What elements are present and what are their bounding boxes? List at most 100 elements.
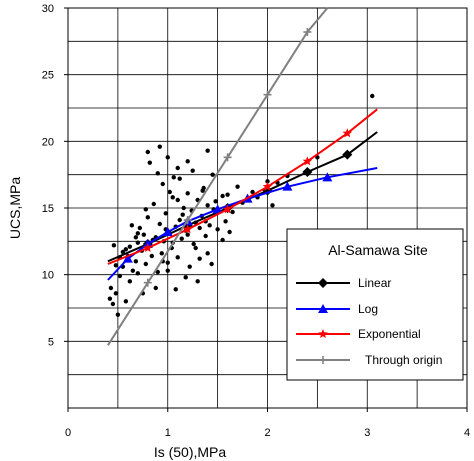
legend-marker [318,329,328,338]
legend-label: Log [358,302,378,316]
data-point [209,261,214,267]
data-point [137,225,143,231]
data-point [160,181,165,187]
series-marker-exponential [262,181,273,191]
data-point [177,217,182,223]
series-marker-exponential [342,128,353,138]
y-tick-label: 15 [42,203,54,215]
data-point [113,263,119,268]
data-point [157,144,162,149]
data-point [135,271,141,276]
data-point [175,197,180,203]
data-point [235,184,240,189]
legend-label: Through origin [365,353,442,367]
legend-item-linear: Linear [296,276,391,290]
data-point [147,160,152,165]
data-point [179,236,184,241]
series-marker-linear [302,167,313,177]
data-point [107,296,113,301]
series-marker-exponential [302,156,313,166]
data-point [190,168,195,173]
data-point [185,159,190,164]
data-point [200,188,205,193]
data-point [215,227,220,232]
data-point [220,237,225,243]
data-point [115,312,121,317]
data-point [270,203,275,208]
data-point [207,223,212,228]
data-point [111,243,117,248]
data-point [149,253,154,259]
data-point [177,176,182,181]
y-tick-label: 20 [42,136,54,148]
series-marker-through-origin [303,28,312,36]
data-point [175,165,180,171]
data-point [181,205,186,211]
data-point [157,221,162,227]
data-point [159,251,164,256]
series-marker-exponential [182,224,193,234]
data-point [123,299,129,304]
series-marker-through-origin [183,216,192,224]
grid [68,8,467,408]
data-point [135,231,141,236]
legend-label: Exponential [358,327,421,341]
data-point [230,209,235,215]
data-point [175,255,180,260]
data-point [171,175,176,180]
data-point [183,275,188,280]
series-marker-through-origin [263,90,272,99]
legend: Al-Samawa Site Linear Log Exponential Throu… [286,228,464,381]
data-point [185,232,190,237]
data-point [141,232,147,237]
series-marker-linear [342,149,353,160]
data-point [135,240,141,245]
data-point [120,249,126,255]
data-point [129,223,135,228]
data-point [193,245,198,251]
legend-item-through-origin: Through origin [296,353,442,367]
data-point [197,225,202,231]
data-point [250,189,255,195]
x-tick-label: 4 [464,427,470,439]
legend-box [286,228,464,381]
series-marker-through-origin [143,278,152,287]
data-point [191,241,196,247]
x-tick-label: 2 [264,427,270,439]
series-exponential [107,108,378,265]
data-point [113,291,119,296]
ticks: 0 1 2 3 4 5 10 15 20 25 30 [42,3,470,439]
series-marker-log [122,253,133,263]
legend-item-exponential: Exponential [296,327,421,341]
data-point [143,261,149,267]
series-line-exponential [107,108,378,265]
data-point [170,195,175,200]
data-point [180,212,185,217]
x-axis-title: Is (50),MPa [154,444,227,460]
data-point [205,148,210,153]
data-point [203,233,208,239]
data-point [133,235,139,240]
data-point [165,260,170,265]
series-marker-log [282,181,293,191]
y-tick-label: 10 [42,270,54,282]
data-point [210,172,215,177]
data-point [145,215,150,220]
data-point [127,244,133,249]
data-point [220,193,225,199]
data-point [127,279,133,284]
data-point [187,264,192,269]
data-point [370,93,375,99]
y-tick-label: 25 [42,70,54,82]
data-point [227,229,232,235]
legend-marker [319,356,327,364]
data-point [223,219,228,224]
data-point [265,179,270,184]
data-point [110,301,116,307]
x-tick-label: 1 [165,427,171,439]
data-point [167,189,172,195]
y-axis-title: UCS,MPa [7,177,23,239]
data-point [155,269,160,275]
data-point [143,207,149,212]
